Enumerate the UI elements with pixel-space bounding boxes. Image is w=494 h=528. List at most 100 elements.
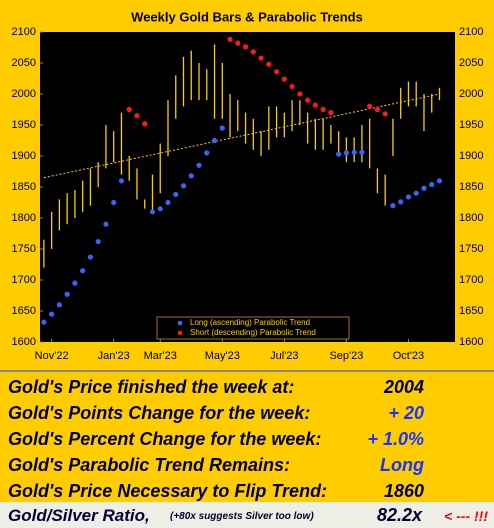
y-tick-label: 2100 (12, 26, 36, 38)
parabolic-dot (227, 36, 233, 43)
parabolic-dot (258, 55, 264, 61)
parabolic-dot (173, 191, 179, 198)
parabolic-dot (196, 162, 202, 168)
parabolic-dot (165, 199, 171, 206)
parabolic-dot (343, 150, 350, 156)
x-tick-label: Jul'23 (270, 350, 298, 362)
parabolic-dot (382, 111, 388, 117)
y-tick-label-right: 2100 (459, 26, 483, 38)
x-tick-label: Sep'23 (329, 350, 363, 362)
parabolic-dot (266, 61, 272, 67)
ratio-value: 82.2x (376, 505, 422, 525)
parabolic-dot (390, 203, 396, 209)
y-tick-label-right: 1600 (459, 336, 483, 348)
y-tick-label: 1600 (12, 336, 36, 348)
parabolic-dot (281, 76, 287, 82)
parabolic-dot (103, 221, 109, 227)
row-value: 2004 (383, 377, 424, 397)
parabolic-dot (351, 149, 357, 155)
parabolic-dot (359, 149, 365, 155)
parabolic-dot (336, 151, 342, 157)
parabolic-dot (421, 185, 427, 191)
y-tick-label-right: 2050 (459, 57, 483, 69)
legend-box (156, 316, 350, 340)
parabolic-dot (242, 44, 249, 50)
x-tick-label: Oct'23 (393, 350, 424, 362)
parabolic-dot (413, 190, 419, 196)
y-tick-label-right: 1850 (459, 181, 483, 193)
row-label: Gold's Price finished the week at: (8, 377, 295, 397)
legend-label: Short (descending) Parabolic Trend (190, 328, 316, 337)
row-value: Long (380, 455, 424, 475)
parabolic-dot (367, 103, 373, 109)
parabolic-dot (80, 268, 86, 274)
y-tick-label: 1650 (12, 305, 36, 317)
y-tick-label: 1850 (12, 181, 36, 193)
parabolic-dot (180, 183, 187, 189)
parabolic-dot (297, 91, 303, 97)
parabolic-dot (142, 121, 148, 127)
parabolic-dot (157, 206, 163, 212)
ratio-flag: < --- !!! (444, 508, 488, 524)
parabolic-dot (118, 178, 125, 184)
parabolic-dot (134, 113, 140, 119)
plot-area (40, 32, 455, 342)
parabolic-dot (49, 311, 55, 317)
y-tick-label-right: 1750 (459, 243, 483, 255)
y-tick-label: 1900 (12, 150, 36, 162)
parabolic-dot (111, 199, 117, 206)
y-tick-label: 1950 (12, 119, 36, 131)
row-value: 1860 (383, 481, 424, 501)
chart-title: Weekly Gold Bars & Parabolic Trends (131, 9, 363, 24)
parabolic-dot (305, 97, 311, 103)
parabolic-dot (429, 181, 435, 188)
table-row: Gold's Percent Change for the week: + 1.0… (0, 426, 494, 452)
legend-dot (177, 320, 183, 326)
parabolic-dot (289, 83, 295, 90)
parabolic-dot (320, 106, 326, 113)
parabolic-dot (211, 137, 218, 144)
y-tick-label-right: 2000 (459, 88, 483, 100)
ratio-row: Gold/Silver Ratio, (+80x suggests Silver … (0, 502, 494, 528)
y-tick-label-right: 1650 (459, 305, 483, 317)
trend-line (43, 93, 440, 179)
y-tick-label: 1800 (12, 212, 36, 224)
parabolic-dot (126, 106, 132, 113)
row-label: Gold's Price Necessary to Flip Trend: (8, 481, 328, 501)
x-tick-label: Jan'23 (98, 350, 130, 362)
x-tick-label: Nov'22 (35, 350, 69, 362)
parabolic-dot (312, 102, 318, 108)
parabolic-dot (405, 194, 412, 200)
parabolic-dot (56, 302, 62, 308)
y-tick-label: 1700 (12, 274, 36, 286)
parabolic-dot (64, 291, 70, 297)
parabolic-dot (95, 238, 101, 245)
parabolic-dot (219, 125, 225, 131)
parabolic-dot (204, 150, 210, 156)
table-row: Gold's Price finished the week at: 2004 (0, 374, 494, 400)
parabolic-dot (398, 199, 404, 205)
x-tick-label: Mar'23 (144, 350, 177, 362)
y-tick-label-right: 1800 (459, 212, 483, 224)
parabolic-dot (374, 106, 381, 113)
chart: Weekly Gold Bars & Parabolic Trends 1600… (0, 9, 494, 372)
stats-table: Gold's Price finished the week at: 2004 Go… (0, 372, 494, 528)
y-tick-label: 1750 (12, 243, 36, 255)
row-label: Gold's Percent Change for the week: (8, 429, 322, 449)
parabolic-dot (72, 280, 78, 286)
parabolic-dot (235, 40, 241, 46)
parabolic-dot (250, 49, 256, 55)
parabolic-dot (41, 319, 47, 325)
table-row: Gold's Points Change for the week: + 20 (0, 400, 494, 426)
parabolic-dot (149, 209, 156, 215)
y-tick-label-right: 1950 (459, 119, 483, 131)
ratio-note: (+80x suggests Silver too low) (170, 511, 314, 522)
legend-dot (177, 330, 183, 336)
table-row: Gold's Price Necessary to Flip Trend: 186… (0, 478, 494, 504)
row-value: + 20 (388, 403, 424, 423)
y-tick-label-right: 1700 (459, 274, 483, 286)
table-row: Gold's Parabolic Trend Remains: Long (0, 452, 494, 478)
y-tick-label-right: 1900 (459, 150, 483, 162)
parabolic-dot (188, 173, 194, 179)
